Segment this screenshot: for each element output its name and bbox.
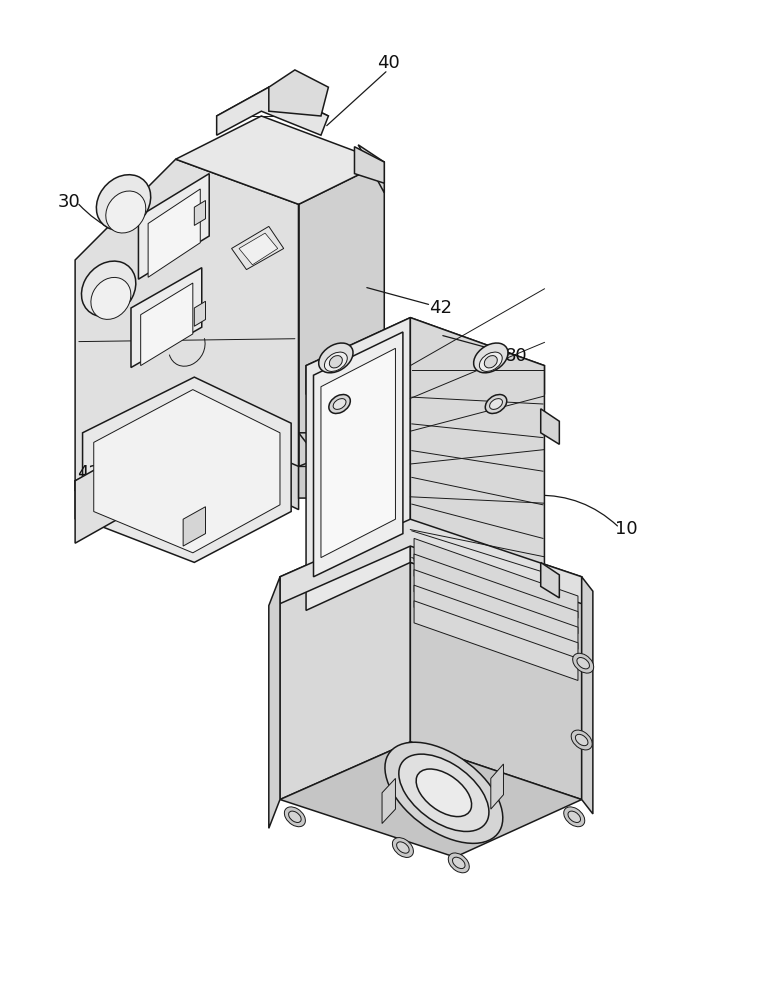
Ellipse shape bbox=[576, 734, 588, 746]
Polygon shape bbox=[359, 145, 384, 193]
Polygon shape bbox=[414, 554, 578, 634]
Polygon shape bbox=[414, 570, 578, 649]
Polygon shape bbox=[299, 454, 411, 498]
Ellipse shape bbox=[329, 395, 350, 413]
Ellipse shape bbox=[91, 277, 131, 319]
Polygon shape bbox=[138, 174, 210, 279]
Polygon shape bbox=[148, 189, 200, 277]
Polygon shape bbox=[131, 268, 202, 368]
Ellipse shape bbox=[452, 857, 465, 869]
Ellipse shape bbox=[284, 807, 306, 827]
Polygon shape bbox=[75, 447, 165, 543]
Polygon shape bbox=[541, 562, 559, 598]
Text: 40: 40 bbox=[376, 54, 400, 72]
Polygon shape bbox=[183, 507, 206, 546]
Polygon shape bbox=[411, 519, 582, 800]
Polygon shape bbox=[306, 318, 411, 610]
Polygon shape bbox=[94, 390, 280, 553]
Ellipse shape bbox=[324, 352, 348, 371]
Ellipse shape bbox=[563, 807, 585, 827]
Ellipse shape bbox=[397, 842, 409, 853]
Ellipse shape bbox=[289, 811, 301, 822]
Ellipse shape bbox=[571, 730, 592, 750]
Ellipse shape bbox=[106, 191, 146, 233]
Polygon shape bbox=[306, 318, 545, 394]
Polygon shape bbox=[194, 301, 206, 326]
Ellipse shape bbox=[385, 742, 503, 843]
Text: 30: 30 bbox=[57, 193, 81, 211]
Ellipse shape bbox=[329, 356, 342, 368]
Ellipse shape bbox=[473, 343, 508, 373]
Ellipse shape bbox=[485, 395, 507, 413]
Ellipse shape bbox=[577, 658, 590, 669]
Polygon shape bbox=[382, 778, 396, 824]
Polygon shape bbox=[75, 466, 299, 529]
Polygon shape bbox=[355, 147, 384, 183]
Ellipse shape bbox=[333, 399, 346, 409]
Ellipse shape bbox=[399, 754, 489, 831]
Ellipse shape bbox=[480, 352, 502, 371]
Polygon shape bbox=[321, 348, 396, 558]
Polygon shape bbox=[411, 318, 545, 610]
Ellipse shape bbox=[490, 399, 502, 409]
Polygon shape bbox=[314, 332, 403, 577]
Polygon shape bbox=[414, 601, 578, 680]
Polygon shape bbox=[140, 283, 192, 366]
Polygon shape bbox=[82, 377, 291, 562]
Polygon shape bbox=[175, 116, 384, 204]
Polygon shape bbox=[217, 87, 328, 135]
Polygon shape bbox=[268, 577, 280, 828]
Polygon shape bbox=[490, 764, 504, 809]
Polygon shape bbox=[280, 742, 582, 857]
Polygon shape bbox=[231, 226, 284, 270]
Text: 10: 10 bbox=[615, 520, 638, 538]
Polygon shape bbox=[414, 585, 578, 665]
Polygon shape bbox=[239, 233, 278, 265]
Ellipse shape bbox=[573, 653, 594, 673]
Polygon shape bbox=[299, 433, 411, 466]
Ellipse shape bbox=[393, 838, 414, 857]
Ellipse shape bbox=[449, 853, 469, 873]
Polygon shape bbox=[299, 162, 384, 466]
Ellipse shape bbox=[96, 175, 151, 230]
Ellipse shape bbox=[81, 261, 136, 316]
Ellipse shape bbox=[319, 343, 353, 373]
Ellipse shape bbox=[568, 811, 580, 822]
Ellipse shape bbox=[484, 356, 497, 368]
Text: 80: 80 bbox=[505, 347, 528, 365]
Polygon shape bbox=[194, 200, 206, 225]
Polygon shape bbox=[280, 519, 582, 604]
Polygon shape bbox=[75, 423, 299, 519]
Polygon shape bbox=[541, 409, 559, 444]
Text: 42: 42 bbox=[77, 464, 100, 482]
Polygon shape bbox=[75, 159, 299, 519]
Text: 42: 42 bbox=[428, 299, 452, 317]
Polygon shape bbox=[280, 519, 411, 800]
Polygon shape bbox=[582, 577, 593, 814]
Ellipse shape bbox=[416, 769, 472, 817]
Polygon shape bbox=[414, 538, 578, 618]
Polygon shape bbox=[268, 70, 328, 116]
